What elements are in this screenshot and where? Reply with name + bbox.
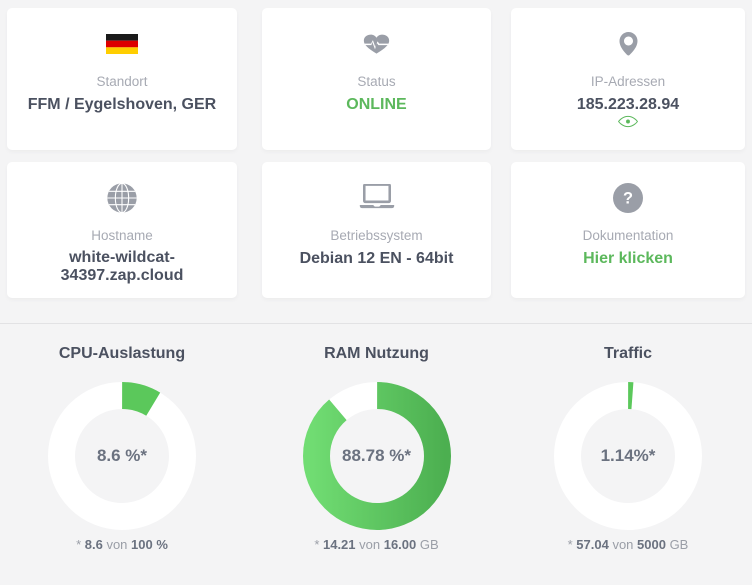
svg-text:?: ? — [623, 190, 633, 208]
